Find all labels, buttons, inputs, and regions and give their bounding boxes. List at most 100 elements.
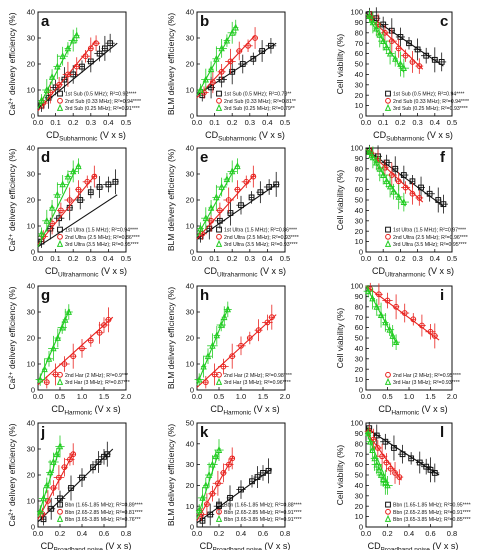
data-point (406, 40, 412, 47)
panel-a: 0.0 0.1 0.2 0.3 0.4 0.5 0 10 20 30 40 a 1st Sub (0.5… (7, 8, 141, 143)
data-point (87, 189, 94, 196)
legend-marker (215, 239, 223, 247)
x-tick-label: 0.0 (361, 118, 371, 127)
data-point (87, 45, 94, 52)
x-tick-label: 0.0 (361, 392, 371, 401)
data-point (70, 353, 77, 360)
data-point (204, 501, 210, 508)
data-point (43, 216, 50, 224)
fit-line (196, 456, 234, 522)
x-tick-label: 0.1 (209, 254, 219, 263)
data-point (221, 313, 228, 321)
y-tick-label: 80 (355, 164, 363, 173)
data-point (373, 432, 380, 439)
y-axis-label: BLM delivery efficiency (%) (166, 287, 176, 390)
legend-label: 1st Ultra (1.5 MHz); R²=0.86**** (224, 228, 297, 234)
y-tick-label: 10 (186, 360, 194, 369)
x-tick-label: 0.2 (68, 118, 78, 127)
series-red (196, 304, 277, 389)
series-green (363, 284, 400, 350)
x-axis-label-units: (V x s) (257, 266, 286, 276)
fit-line (365, 13, 405, 73)
legend-label: 3rd Ultra (3.5 MHz); R²=0.95**** (65, 242, 139, 248)
fit-line (196, 314, 277, 388)
fit-line (365, 430, 402, 481)
x-tick-label: 0.3 (412, 254, 422, 263)
x-axis-label: CDSubharmonic (V x s) (205, 130, 285, 143)
data-point (416, 63, 423, 69)
data-point (79, 345, 85, 352)
data-point (373, 302, 380, 310)
x-axis-label-sub: Ultraharmonic (217, 272, 258, 279)
legend-label: Bbn (3.65-3.85 MHz); R²=0.85**** (393, 517, 471, 523)
legend-marker (216, 97, 222, 104)
series-black (37, 441, 114, 526)
y-tick-label: 20 (27, 196, 35, 205)
data-point (107, 40, 114, 47)
legend-label: 3rd Sub (0.25 MHz); R²=0.91**** (65, 106, 140, 112)
data-point (220, 363, 227, 370)
panel-letter: k (200, 424, 209, 441)
legend-label: 1st Sub (0.5 MHz); R²=0.92**** (65, 92, 136, 98)
legend-marker (57, 508, 63, 515)
data-point (229, 68, 236, 75)
legend-label: Bbn (2.65-2.85 MHz); R²=0.81**** (65, 510, 143, 516)
panel-letter: l (440, 424, 444, 441)
data-point (75, 186, 82, 193)
y-tick-label: 40 (186, 439, 194, 448)
y-tick-label: 70 (355, 39, 363, 48)
x-tick-label: 1.5 (99, 392, 109, 401)
legend-label: Bbn (3.65-3.85 MHz); R²=0.91**** (224, 517, 302, 523)
y-tick-label: 20 (186, 481, 194, 490)
legend-marker (215, 377, 223, 385)
data-point (70, 451, 77, 458)
data-point (48, 505, 55, 512)
legend: 1st Sub (0.5 MHz); R²=0.78**2nd Sub (0.3… (215, 90, 296, 112)
series-green (37, 27, 80, 109)
data-point (416, 195, 423, 201)
data-point (59, 180, 66, 188)
x-tick-label: 0.3 (245, 254, 255, 263)
y-tick-label: 10 (186, 502, 194, 511)
legend-marker (385, 97, 391, 104)
legend: Bbn (1.65-1.85 MHz); R²=0.89****Bbn (2.6… (56, 501, 143, 523)
x-tick-label: 0.8 (447, 529, 457, 538)
x-tick-label: 0.3 (86, 254, 96, 263)
x-tick-label: 0.6 (99, 529, 109, 538)
data-point (236, 48, 243, 54)
fit-line (196, 468, 273, 524)
y-tick-label: 30 (27, 308, 35, 317)
fit-line (365, 427, 440, 476)
series-green (196, 158, 241, 237)
fit-line (196, 306, 230, 386)
data-point (65, 71, 71, 78)
series-green (195, 439, 224, 519)
data-point (380, 37, 387, 45)
x-tick-label: 0.0 (192, 254, 202, 263)
series-red (196, 27, 258, 99)
data-point (265, 467, 272, 474)
data-point (238, 342, 244, 349)
fit-line (365, 148, 407, 207)
legend: 1st Sub (0.5 MHz); R²=0.92****2nd Sub (0… (56, 90, 141, 112)
legend-marker (56, 377, 64, 385)
x-tick-label: 0.4 (262, 118, 272, 127)
x-tick-label: 0.4 (404, 529, 414, 538)
x-axis-label-units: (V x s) (103, 541, 132, 550)
data-point (229, 353, 236, 360)
plot-frame (365, 285, 453, 391)
panel-letter: j (40, 424, 45, 441)
x-tick-label: 0.8 (280, 529, 290, 538)
data-point (62, 315, 69, 323)
data-point (218, 320, 225, 328)
y-tick-label: 20 (186, 60, 194, 69)
y-axis-label: BLM delivery efficiency (%) (166, 149, 176, 252)
x-axis-label-sub: Subharmonic (218, 136, 257, 143)
x-axis-label-sub: Harmonic (223, 410, 252, 417)
data-point (395, 192, 402, 200)
data-point (376, 30, 383, 38)
series-black (365, 7, 447, 73)
x-axis-label: CDUltraharmonic (V x s) (372, 266, 454, 279)
y-tick-label: 100 (350, 144, 363, 153)
x-tick-label: 0.0 (361, 529, 371, 538)
